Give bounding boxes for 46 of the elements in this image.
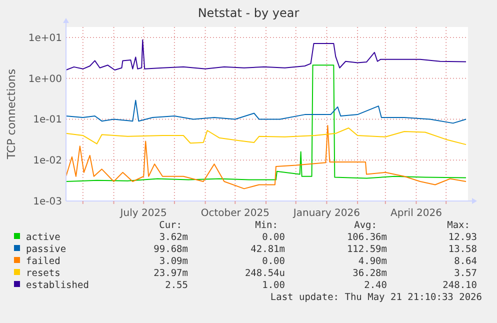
text: 248.54u	[244, 268, 285, 279]
line-series	[66, 64, 467, 182]
x-tick-label: January 2026	[292, 208, 360, 219]
text: 3.62m	[159, 232, 188, 243]
line-series	[66, 125, 467, 190]
text: 42.81m	[250, 244, 286, 255]
text: 8.64	[454, 256, 478, 267]
text: 112.59m	[346, 244, 388, 255]
chart-title: Netstat - by year	[198, 6, 300, 20]
text: 23.97m	[154, 268, 188, 279]
y-axis-title: TCP connections	[5, 68, 18, 160]
text: 4.90m	[358, 256, 388, 267]
text: 2.55	[165, 280, 188, 291]
line-series	[66, 127, 467, 146]
legend-label: active	[26, 232, 61, 243]
text: 248.10	[442, 280, 478, 291]
text: 2.40	[364, 280, 388, 291]
text: 1.00	[262, 280, 286, 291]
line-series	[66, 100, 467, 124]
y-tick-label: 1e-02	[33, 156, 62, 167]
text: 0.00	[262, 232, 286, 243]
text: Max:	[447, 220, 470, 231]
legend-label: passive	[26, 244, 66, 255]
text: Cur:	[159, 220, 182, 231]
text: 36.28m	[352, 268, 388, 279]
text: 13.58	[448, 244, 478, 255]
text: 106.36m	[346, 232, 388, 243]
legend-label: resets	[26, 268, 60, 279]
x-tick-label: July 2025	[119, 208, 167, 219]
y-tick-label: 1e+00	[28, 74, 62, 85]
legend-label: established	[26, 280, 89, 291]
x-tick-label: April 2026	[390, 208, 442, 219]
text: Last update: Thu May 21 21:10:33 2026	[270, 292, 482, 303]
y-tick-label: 1e-01	[33, 114, 62, 126]
text: 99.68m	[154, 244, 188, 255]
y-tick-label: 1e+01	[28, 32, 62, 44]
x-tick-label: October 2025	[200, 208, 270, 219]
text: Avg:	[354, 220, 377, 231]
text: Min:	[255, 220, 278, 231]
line-series	[66, 39, 467, 70]
text: 0.00	[262, 256, 286, 267]
text: 3.09m	[159, 256, 188, 267]
y-tick-label: 1e-03	[33, 196, 62, 208]
legend-label: failed	[26, 256, 60, 267]
text: 12.93	[448, 232, 477, 243]
text: 3.57	[454, 268, 477, 279]
